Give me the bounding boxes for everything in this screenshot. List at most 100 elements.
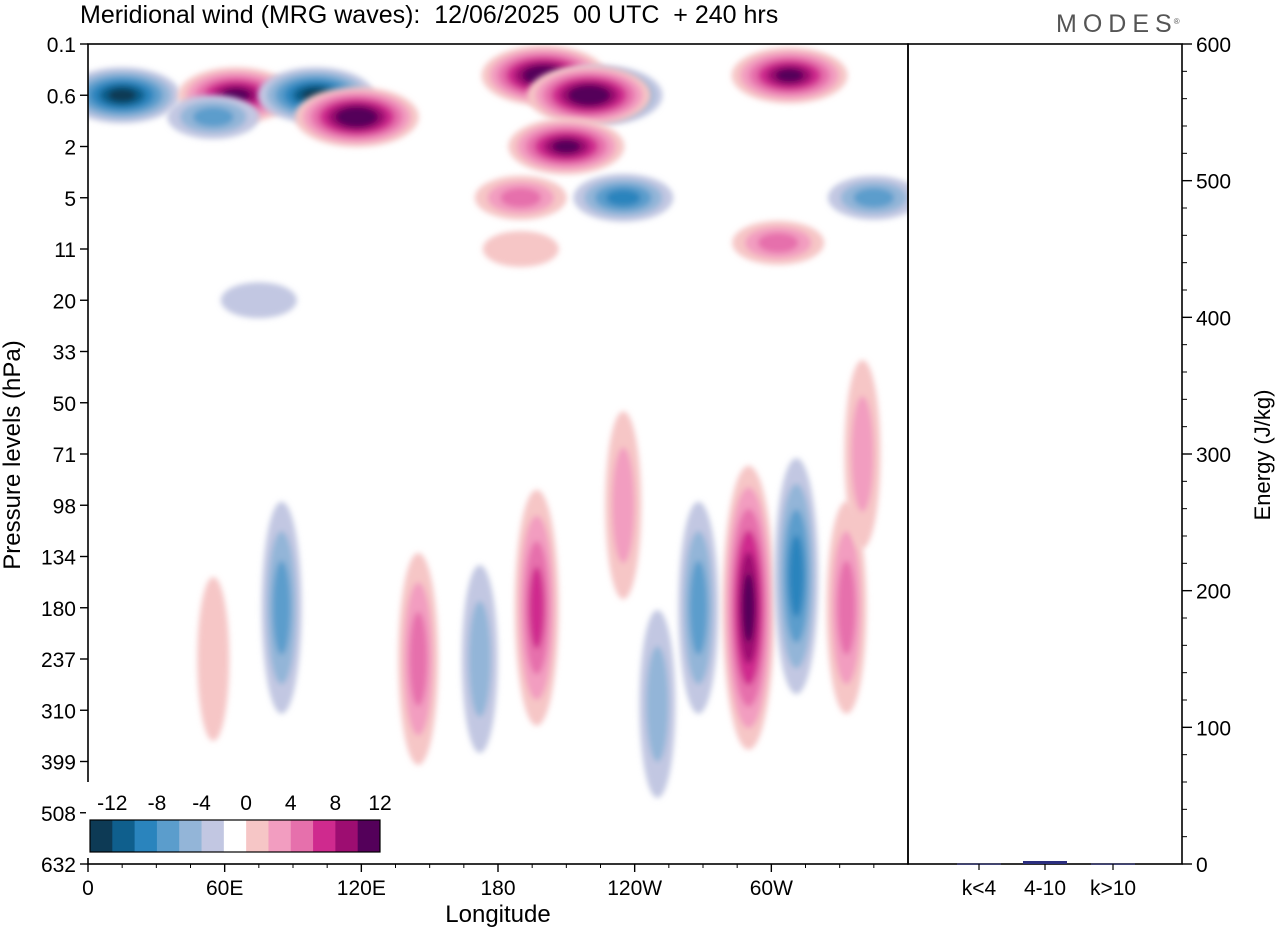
- colorbar: -12 -8 -4 0 4 8 12: [86, 782, 392, 858]
- energy-tick-label: 0: [1196, 854, 1208, 877]
- y-tick-label: 98: [53, 495, 76, 518]
- contour-band: [197, 577, 230, 741]
- wind-anomaly-feature: [827, 175, 908, 220]
- bar-category-label: k<4: [962, 877, 997, 900]
- bar-category-label: 4-10: [1024, 877, 1066, 900]
- contour-band: [500, 187, 542, 208]
- wind-anomaly-feature: [527, 65, 652, 126]
- heatmap-field: [88, 45, 908, 798]
- y-tick-label: 180: [41, 598, 76, 621]
- x-tick-label: 120E: [337, 877, 386, 900]
- wind-anomaly-feature: [461, 565, 498, 753]
- colorbar-tick-label: -4: [192, 792, 211, 815]
- x-tick-label: 180: [480, 877, 515, 900]
- energy-axis-label: Energy (J/kg): [1250, 390, 1275, 521]
- colorbar-tick-label: -12: [97, 792, 127, 815]
- contour-band: [409, 611, 428, 707]
- contour-band: [576, 88, 603, 102]
- colorbar-swatch: [112, 820, 136, 852]
- energy-tick-label: 200: [1196, 581, 1231, 604]
- colorbar-tick-label: 0: [240, 792, 252, 815]
- wind-anomaly-feature: [573, 173, 674, 222]
- colorbar-swatch: [156, 820, 180, 852]
- colorbar-tick-label: 8: [330, 792, 342, 815]
- contour-band: [108, 88, 137, 103]
- energy-tick-label: 400: [1196, 307, 1231, 330]
- bar-category-label: k>10: [1090, 877, 1136, 900]
- modes-logo: MODES®: [1056, 10, 1184, 38]
- wind-anomaly-feature: [844, 360, 881, 548]
- wind-anomaly-feature: [731, 47, 848, 104]
- y-tick-label: 2: [64, 137, 76, 160]
- wind-anomaly-feature: [732, 220, 825, 265]
- energy-tick-label: 600: [1196, 34, 1231, 57]
- y-tick-label: 50: [53, 393, 76, 416]
- y-tick-label: 20: [53, 290, 76, 313]
- wind-anomaly-feature: [88, 67, 181, 124]
- y-tick-label: 5: [64, 188, 76, 211]
- y-tick-label: 632: [41, 854, 76, 877]
- x-axis-label: Longitude: [445, 901, 550, 928]
- wind-anomaly-feature: [474, 175, 567, 220]
- contour-band: [775, 68, 804, 83]
- colorbar-swatch: [357, 820, 381, 852]
- heatmap-axes: 0.1 0.6 2 5 11 20 33 50 71 98 134 180 237 310 399 508 63…: [41, 34, 875, 900]
- x-tick-label: 0: [82, 877, 94, 900]
- energy-bar: [1023, 860, 1067, 864]
- colorbar-tick-label: 4: [285, 792, 297, 815]
- x-tick-label: 120W: [607, 877, 662, 900]
- contour-band: [529, 566, 545, 649]
- contour-band: [853, 187, 895, 208]
- contour-band: [742, 573, 755, 643]
- contour-band: [605, 189, 641, 207]
- contour-band: [220, 282, 297, 319]
- colorbar-swatch: [134, 820, 158, 852]
- contour-band: [646, 646, 669, 762]
- contour-band: [689, 560, 708, 655]
- colorbar-swatch: [313, 820, 336, 852]
- y-tick-label: 0.1: [47, 34, 76, 57]
- y-tick-label: 11: [54, 239, 76, 262]
- wind-anomaly-feature: [294, 86, 419, 147]
- colorbar-swatch: [179, 820, 203, 852]
- wind-anomaly-feature: [197, 577, 230, 741]
- contour-band: [612, 447, 635, 564]
- colorbar-frame: [89, 819, 381, 853]
- wind-anomaly-feature: [220, 282, 297, 319]
- contour-band: [837, 560, 856, 655]
- contour-band: [343, 110, 370, 124]
- y-tick-label: 0.6: [47, 85, 76, 108]
- wind-anomaly-feature: [167, 94, 260, 139]
- colorbar-swatch: [268, 820, 292, 852]
- y-tick-label: 237: [41, 649, 76, 672]
- registered-mark: ®: [1173, 17, 1180, 26]
- energy-tick-label: 300: [1196, 444, 1231, 467]
- y-tick-label: 134: [41, 547, 76, 570]
- y-tick-label: 508: [41, 803, 76, 826]
- energy-tick-label: 100: [1196, 717, 1231, 740]
- contour-band: [851, 396, 874, 512]
- wind-anomaly-feature: [398, 553, 439, 765]
- contour-band: [468, 601, 491, 717]
- y-tick-label: 399: [41, 752, 76, 775]
- wind-anomaly-feature: [605, 411, 642, 600]
- colorbar-swatch: [290, 820, 314, 852]
- colorbar-tick-label: 12: [368, 792, 391, 815]
- wind-anomaly-feature: [482, 231, 559, 267]
- contour-band: [552, 139, 581, 154]
- colorbar-swatch: [201, 820, 225, 852]
- x-tick-label: 60W: [750, 877, 793, 900]
- y-tick-label: 33: [53, 342, 76, 365]
- colorbar-swatch: [90, 820, 113, 852]
- contour-band: [272, 560, 291, 655]
- energy-panel-frame: [907, 43, 1183, 865]
- wind-anomaly-feature: [514, 489, 559, 726]
- contour-band: [757, 233, 799, 253]
- contour-band: [788, 535, 805, 618]
- wind-anomaly-feature: [826, 501, 867, 714]
- wind-anomaly-feature: [722, 465, 775, 750]
- contour-band: [482, 231, 559, 267]
- y-tick-label: 71: [53, 444, 76, 467]
- contour-band: [192, 107, 234, 127]
